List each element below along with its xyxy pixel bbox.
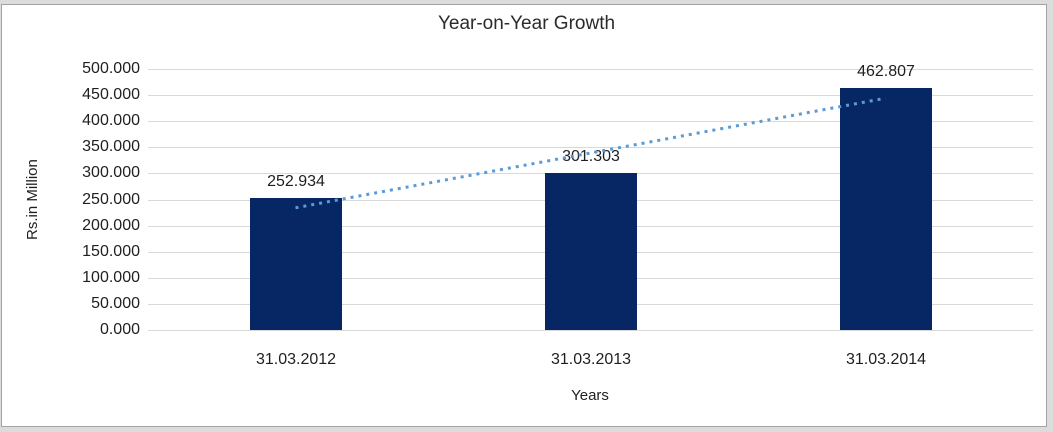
- chart-title: Year-on-Year Growth: [437, 13, 616, 34]
- x-axis-category-label: 31.03.2012: [255, 351, 337, 368]
- data-label: 301.303: [562, 148, 620, 165]
- y-axis-tick-label: 100.000: [82, 269, 140, 286]
- y-axis-tick-label: 300.000: [82, 164, 140, 181]
- y-axis-tick-label: 350.000: [82, 138, 140, 155]
- y-axis-tick-label: 50.000: [91, 295, 140, 312]
- y-axis-tick-label: 0.000: [99, 321, 140, 338]
- y-axis-tick-label: 400.000: [82, 112, 140, 129]
- data-label: 252.934: [267, 173, 325, 190]
- x-axis-category-label: 31.03.2014: [845, 351, 927, 368]
- x-axis-title: Years: [571, 387, 609, 404]
- y-axis-tick-label: 200.000: [82, 217, 140, 234]
- gridline: [148, 69, 1033, 70]
- gridline: [148, 330, 1033, 331]
- y-axis-tick-label: 450.000: [82, 86, 140, 103]
- y-axis-tick-label: 500.000: [82, 60, 140, 77]
- gridline: [148, 95, 1033, 96]
- x-axis-category-label: 31.03.2013: [550, 351, 632, 368]
- bar-31.03.2012: [250, 198, 342, 330]
- y-axis-tick-label: 250.000: [82, 191, 140, 208]
- data-label: 462.807: [857, 63, 915, 80]
- bar-31.03.2013: [545, 173, 637, 330]
- y-axis-tick-label: 150.000: [82, 243, 140, 260]
- bar-31.03.2014: [840, 88, 932, 330]
